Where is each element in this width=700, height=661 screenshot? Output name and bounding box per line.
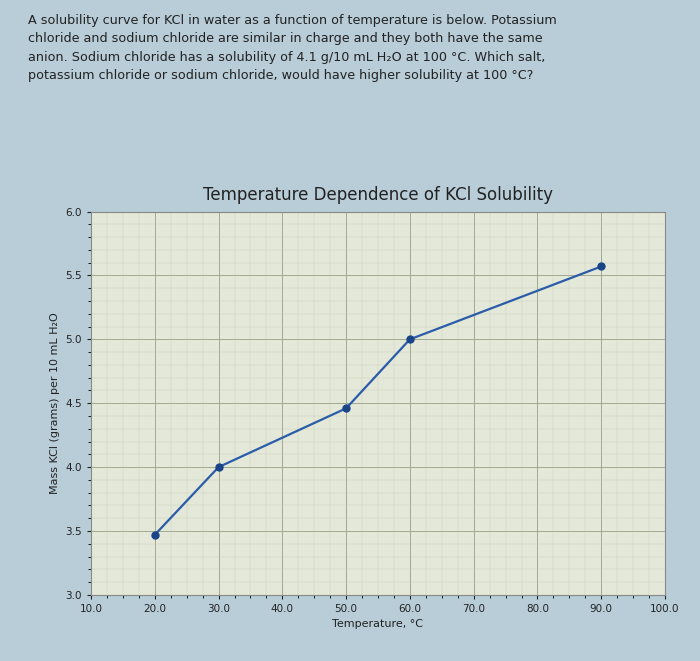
X-axis label: Temperature, °C: Temperature, °C: [332, 619, 424, 629]
Y-axis label: Mass KCl (grams) per 10 mL H₂O: Mass KCl (grams) per 10 mL H₂O: [50, 313, 60, 494]
Title: Temperature Dependence of KCl Solubility: Temperature Dependence of KCl Solubility: [203, 186, 553, 204]
Text: A solubility curve for KCl in water as a function of temperature is below. Potas: A solubility curve for KCl in water as a…: [28, 14, 556, 82]
